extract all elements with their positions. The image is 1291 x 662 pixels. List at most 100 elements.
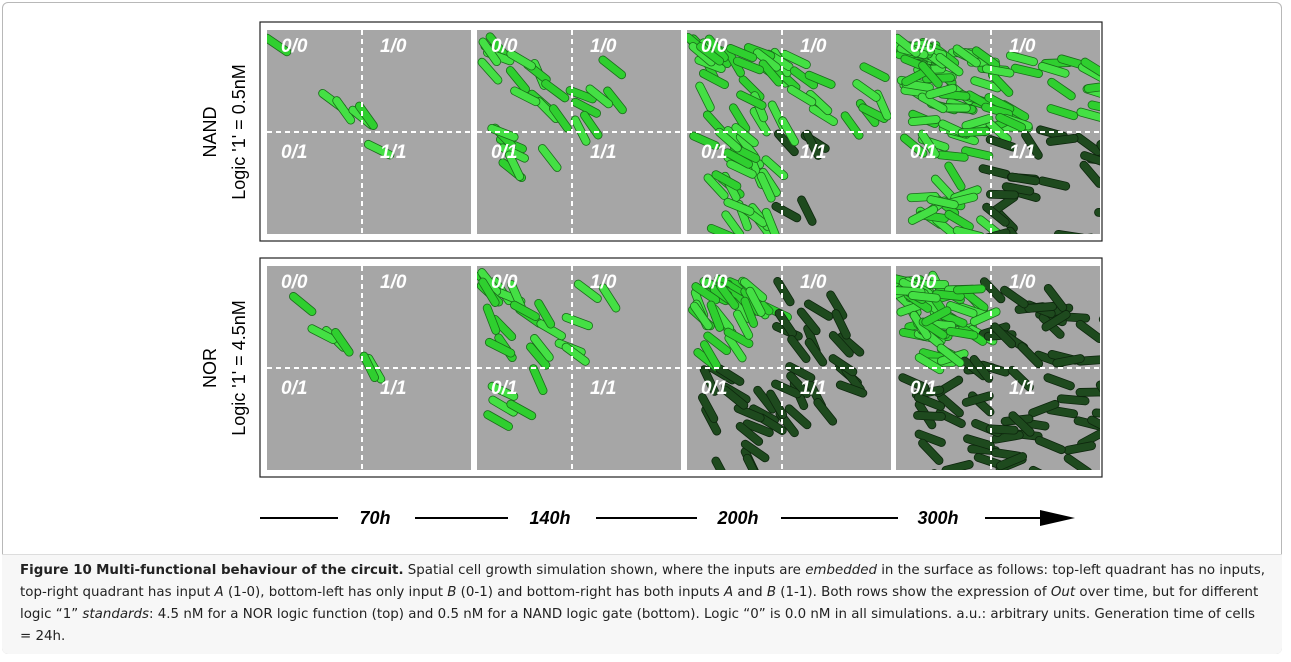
- cell: [907, 115, 941, 127]
- cell: [534, 298, 556, 329]
- cell: [740, 439, 770, 463]
- caption-text: over time, but for different logic “1”: [20, 585, 1259, 622]
- caption-text: standards: [82, 607, 150, 622]
- cell: [986, 189, 1019, 200]
- cell: [478, 277, 500, 307]
- cell: [944, 161, 966, 191]
- cell: [859, 62, 890, 82]
- cell: [896, 33, 921, 58]
- cell: [289, 292, 317, 317]
- cell: [1076, 107, 1100, 123]
- cell: [1123, 342, 1156, 355]
- cell: [267, 33, 292, 57]
- cell: [1161, 160, 1186, 191]
- cell: [756, 171, 776, 203]
- cell: [510, 300, 540, 321]
- caption-text: B: [447, 585, 457, 600]
- cell: [915, 544, 942, 550]
- quadrant-label: 0/0: [701, 272, 728, 293]
- cell: [1080, 57, 1100, 80]
- cell: [733, 309, 754, 340]
- cell: [1135, 119, 1168, 139]
- cell: [1028, 465, 1059, 470]
- cell: [826, 290, 848, 320]
- quadrant-label: 0/1: [281, 142, 307, 163]
- row-logic-label: Logic '1' = 4.5nM: [229, 300, 249, 435]
- cell: [1132, 57, 1163, 81]
- cell: [963, 434, 995, 450]
- cell: [482, 303, 501, 335]
- cell: [898, 373, 930, 392]
- quadrant-label: 0/0: [281, 36, 308, 57]
- quadrant-label: 1/0: [800, 272, 827, 293]
- quadrant-label: 1/0: [1009, 36, 1036, 57]
- caption-text: A: [723, 585, 734, 600]
- cell: [703, 331, 732, 356]
- cell: [1120, 215, 1149, 243]
- cell: [1107, 478, 1139, 487]
- cell: [831, 309, 851, 340]
- quadrant-label: 0/1: [491, 378, 517, 399]
- quadrant-label: 1/0: [800, 36, 827, 57]
- cell: [1135, 89, 1167, 98]
- quadrant-label: 1/1: [800, 142, 826, 163]
- cell: [1080, 151, 1100, 168]
- cell: [1185, 84, 1218, 96]
- cell: [1160, 309, 1193, 324]
- cell: [742, 419, 774, 438]
- quadrant-label: 1/1: [590, 142, 616, 163]
- cell: [504, 150, 525, 181]
- cell: [1010, 525, 1043, 539]
- row-logic-label: Logic '1' = 0.5nM: [229, 64, 249, 199]
- quadrant-label: 1/1: [1009, 142, 1035, 163]
- cell: [1099, 391, 1100, 405]
- cell: [990, 322, 1017, 349]
- cell: [1162, 149, 1195, 161]
- cell: [699, 365, 719, 396]
- cell: [953, 284, 986, 295]
- cell: [926, 195, 959, 210]
- caption-text: A: [214, 585, 224, 600]
- cell: [1141, 130, 1174, 147]
- cell: [979, 277, 1006, 304]
- cell: [761, 155, 789, 181]
- cell: [561, 342, 590, 366]
- cell: [530, 334, 554, 362]
- cell: [908, 291, 941, 303]
- cell: [510, 86, 541, 107]
- cell: [982, 202, 1010, 227]
- cell: [1053, 230, 1087, 234]
- cell: [695, 81, 715, 112]
- cell: [1141, 77, 1174, 90]
- time-label: 140h: [529, 508, 570, 528]
- cell: [1101, 417, 1134, 431]
- cell: [1114, 358, 1144, 384]
- cell: [961, 391, 994, 407]
- cell: [1095, 380, 1100, 410]
- cell: [1012, 484, 1045, 504]
- cell: [941, 460, 974, 470]
- cell: [1059, 484, 1083, 515]
- cell: [1037, 62, 1070, 78]
- cell: [740, 296, 759, 328]
- cell: [561, 312, 594, 331]
- cell: [913, 411, 946, 421]
- cell: [731, 123, 759, 148]
- cell: [585, 84, 614, 109]
- cell: [771, 201, 802, 223]
- cell: [1139, 147, 1166, 176]
- cell: [1010, 63, 1043, 79]
- quadrant-label: 0/1: [491, 142, 517, 163]
- caption-text: and: [733, 585, 767, 600]
- cell: [478, 37, 502, 67]
- cell: [706, 300, 725, 332]
- cell: [1024, 544, 1056, 550]
- cell: [332, 96, 356, 125]
- cell: [487, 124, 519, 142]
- cell: [1075, 319, 1100, 344]
- cell: [1047, 77, 1076, 101]
- quadrant-label: 1/1: [800, 378, 826, 399]
- quadrant-label: 0/0: [281, 272, 308, 293]
- figure: NAND Logic '1' = 0.5nM 0/0 1/0 0/1 1/1 0/0 1/0 0…: [200, 21, 1218, 550]
- cell: [506, 49, 536, 71]
